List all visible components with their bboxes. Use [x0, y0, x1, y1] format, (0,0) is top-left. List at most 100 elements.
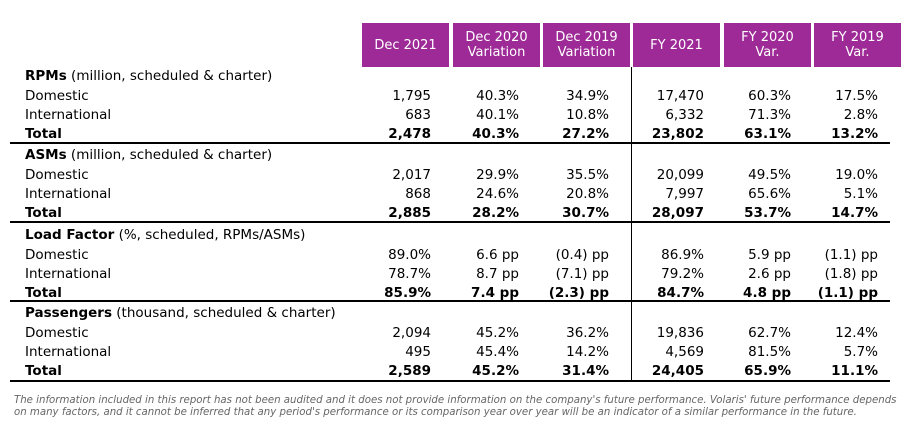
row-label: International — [25, 344, 112, 360]
section-metric: RPMs — [25, 68, 67, 84]
table-cell: 49.5% — [748, 167, 791, 183]
table-cell: 34.9% — [566, 88, 609, 104]
table-cell: 683 — [405, 107, 431, 123]
table-cell: 14.2% — [566, 344, 609, 360]
row-label: Total — [25, 205, 62, 221]
section-title: Passengers (thousand, scheduled & charte… — [25, 305, 336, 321]
table-cell: 89.0% — [388, 247, 431, 263]
section-unit: (million, scheduled & charter) — [66, 68, 273, 84]
row-label: International — [25, 186, 112, 202]
table-cell: 85.9% — [384, 285, 431, 301]
section-rule — [10, 300, 890, 302]
table-cell: 10.8% — [566, 107, 609, 123]
section-title: RPMs (million, scheduled & charter) — [25, 68, 272, 84]
table-cell: 5.7% — [843, 344, 878, 360]
table-cell: 71.3% — [748, 107, 791, 123]
table-cell: 1,795 — [392, 88, 431, 104]
table-cell: 6.6 pp — [476, 247, 519, 263]
period-divider — [631, 67, 632, 381]
table-cell: 29.9% — [476, 167, 519, 183]
table-cell: (1.8) pp — [824, 266, 878, 282]
table-cell: 79.2% — [661, 266, 704, 282]
table-cell: (2.3) pp — [548, 285, 609, 301]
table-cell: 2,094 — [392, 325, 431, 341]
table-cell: 17,470 — [656, 88, 704, 104]
table-cell: 4,569 — [665, 344, 704, 360]
table-cell: 60.3% — [748, 88, 791, 104]
table-cell: 30.7% — [562, 205, 609, 221]
section-title: ASMs (million, scheduled & charter) — [25, 147, 272, 163]
table-cell: 81.5% — [748, 344, 791, 360]
table-cell: 2,017 — [392, 167, 431, 183]
table-cell: 20.8% — [566, 186, 609, 202]
section-rule — [10, 221, 890, 223]
table-cell: 35.5% — [566, 167, 609, 183]
table-cell: 40.3% — [472, 126, 519, 142]
section-metric: ASMs — [25, 147, 67, 163]
row-label: Domestic — [25, 247, 89, 263]
table-cell: (0.4) pp — [555, 247, 609, 263]
table-cell: 65.6% — [748, 186, 791, 202]
table-cell: 65.9% — [744, 363, 791, 379]
table-cell: 45.4% — [476, 344, 519, 360]
table-cell: 2,589 — [388, 363, 431, 379]
table-cell: 45.2% — [476, 325, 519, 341]
table-cell: 7.4 pp — [471, 285, 519, 301]
row-label: Total — [25, 285, 62, 301]
table-cell: 495 — [405, 344, 431, 360]
table-cell: 62.7% — [748, 325, 791, 341]
table-cell: 40.3% — [476, 88, 519, 104]
table-cell: 2.6 pp — [748, 266, 791, 282]
column-header: Dec 2021 — [362, 23, 449, 67]
table-cell: 868 — [405, 186, 431, 202]
column-header: FY 2021 — [633, 23, 720, 67]
section-title: Load Factor (%, scheduled, RPMs/ASMs) — [25, 227, 305, 243]
row-label: International — [25, 107, 112, 123]
table-cell: 2,478 — [388, 126, 431, 142]
table-cell: 27.2% — [562, 126, 609, 142]
table-cell: 78.7% — [388, 266, 431, 282]
row-label: Total — [25, 363, 62, 379]
table-cell: 19.0% — [835, 167, 878, 183]
table-cell: 23,802 — [651, 126, 704, 142]
section-unit: (thousand, scheduled & charter) — [112, 305, 336, 321]
row-label: Total — [25, 126, 62, 142]
table-cell: (1.1) pp — [824, 247, 878, 263]
column-header: Dec 2020 Variation — [453, 23, 540, 67]
table-cell: (1.1) pp — [817, 285, 878, 301]
table-cell: 6,332 — [665, 107, 704, 123]
table-cell: 2.8% — [843, 107, 878, 123]
table-cell: 4.8 pp — [743, 285, 791, 301]
table-cell: 14.7% — [831, 205, 878, 221]
table-cell: 53.7% — [744, 205, 791, 221]
column-header: FY 2019 Var. — [814, 23, 901, 67]
section-metric: Passengers — [25, 305, 112, 321]
table-cell: 5.9 pp — [748, 247, 791, 263]
section-unit: (million, scheduled & charter) — [66, 147, 273, 163]
row-label: Domestic — [25, 325, 89, 341]
table-cell: 2,885 — [388, 205, 431, 221]
table-cell: 63.1% — [744, 126, 791, 142]
table-cell: 20,099 — [656, 167, 704, 183]
column-header: FY 2020 Var. — [724, 23, 811, 67]
table-cell: 86.9% — [661, 247, 704, 263]
row-label: Domestic — [25, 167, 89, 183]
row-label: Domestic — [25, 88, 89, 104]
table-cell: 12.4% — [835, 325, 878, 341]
table-cell: 24,405 — [651, 363, 704, 379]
table-cell: 19,836 — [656, 325, 704, 341]
table-cell: 28.2% — [472, 205, 519, 221]
table-cell: (7.1) pp — [555, 266, 609, 282]
section-rule — [10, 380, 890, 382]
row-label: International — [25, 266, 112, 282]
table-cell: 17.5% — [835, 88, 878, 104]
table-cell: 24.6% — [476, 186, 519, 202]
table-cell: 45.2% — [472, 363, 519, 379]
section-metric: Load Factor — [25, 227, 115, 243]
table-cell: 28,097 — [651, 205, 704, 221]
table-cell: 13.2% — [831, 126, 878, 142]
table-cell: 8.7 pp — [476, 266, 519, 282]
table-cell: 84.7% — [657, 285, 704, 301]
section-rule — [10, 142, 890, 144]
footnote: The information included in this report … — [14, 395, 897, 418]
